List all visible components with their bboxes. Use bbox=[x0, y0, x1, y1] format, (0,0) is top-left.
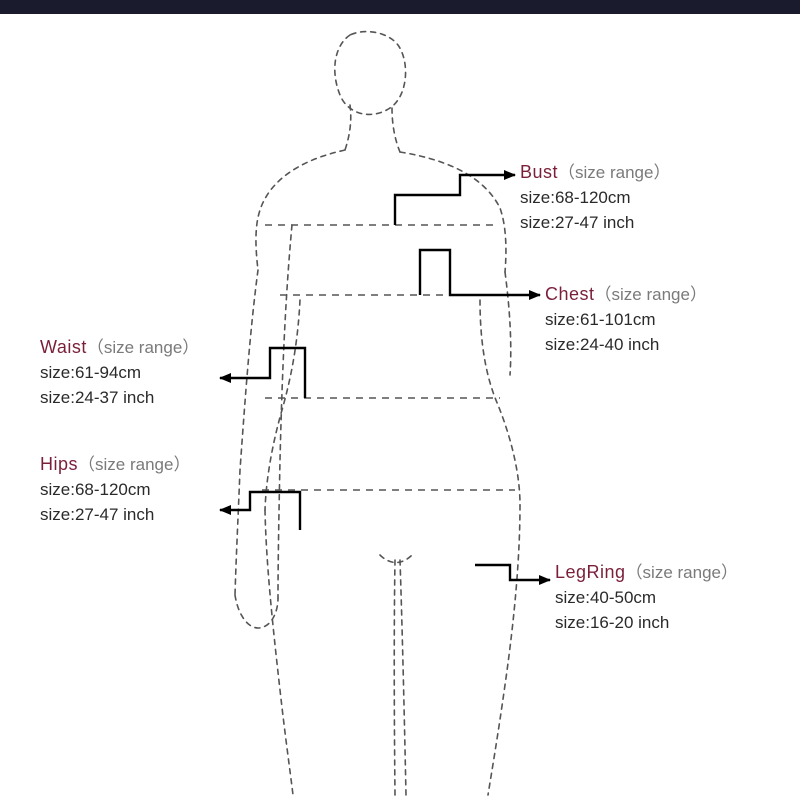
bust-arrow bbox=[395, 175, 515, 225]
measure-lines bbox=[262, 225, 515, 490]
bust-label: Bust（size range） size:68-120cm size:27-4… bbox=[520, 160, 670, 235]
legring-label: LegRing（size range） size:40-50cm size:16… bbox=[555, 560, 738, 635]
body-outline bbox=[235, 32, 520, 795]
hips-line2: size:27-47 inch bbox=[40, 504, 190, 527]
waist-name: Waist bbox=[40, 337, 87, 357]
legring-line2: size:16-20 inch bbox=[555, 612, 738, 635]
bust-suffix: （size range） bbox=[558, 163, 670, 182]
bust-title: Bust（size range） bbox=[520, 160, 670, 185]
legring-arrow bbox=[475, 565, 550, 580]
callout-arrows bbox=[220, 175, 550, 580]
waist-label: Waist（size range） size:61-94cm size:24-3… bbox=[40, 335, 199, 410]
chest-suffix: （size range） bbox=[595, 285, 707, 304]
hips-line1: size:68-120cm bbox=[40, 479, 190, 502]
hips-arrow bbox=[220, 492, 300, 530]
size-diagram: Bust（size range） size:68-120cm size:27-4… bbox=[0, 0, 800, 800]
bust-line2: size:27-47 inch bbox=[520, 212, 670, 235]
waist-suffix: （size range） bbox=[87, 338, 199, 357]
hips-name: Hips bbox=[40, 454, 78, 474]
waist-line1: size:61-94cm bbox=[40, 362, 199, 385]
waist-line2: size:24-37 inch bbox=[40, 387, 199, 410]
legring-title: LegRing（size range） bbox=[555, 560, 738, 585]
bust-name: Bust bbox=[520, 162, 558, 182]
chest-name: Chest bbox=[545, 284, 595, 304]
chest-label: Chest（size range） size:61-101cm size:24-… bbox=[545, 282, 707, 357]
chest-arrow bbox=[420, 250, 540, 295]
hips-label: Hips（size range） size:68-120cm size:27-4… bbox=[40, 452, 190, 527]
bust-line1: size:68-120cm bbox=[520, 187, 670, 210]
legring-name: LegRing bbox=[555, 562, 626, 582]
chest-title: Chest（size range） bbox=[545, 282, 707, 307]
chest-line1: size:61-101cm bbox=[545, 309, 707, 332]
legring-line1: size:40-50cm bbox=[555, 587, 738, 610]
chest-line2: size:24-40 inch bbox=[545, 334, 707, 357]
legring-suffix: （size range） bbox=[626, 563, 738, 582]
hips-title: Hips（size range） bbox=[40, 452, 190, 477]
waist-arrow bbox=[220, 348, 305, 398]
hips-suffix: （size range） bbox=[78, 455, 190, 474]
waist-title: Waist（size range） bbox=[40, 335, 199, 360]
